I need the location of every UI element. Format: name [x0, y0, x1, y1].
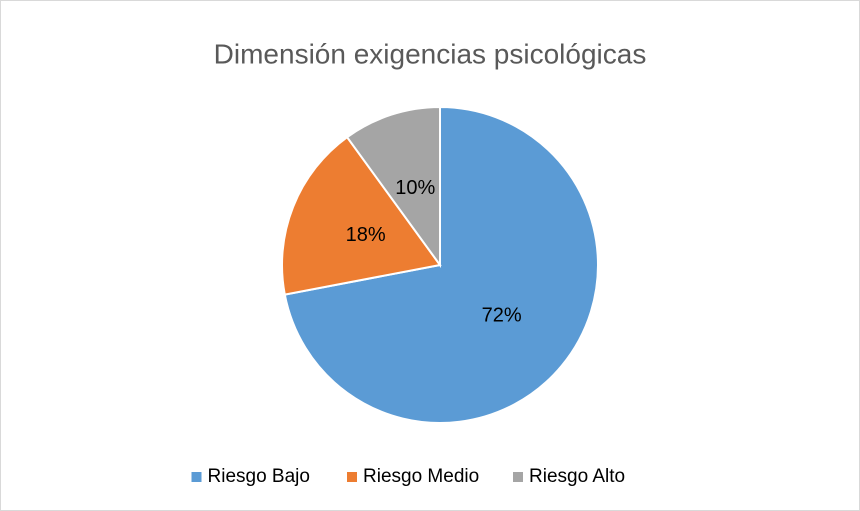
- chart-title: Dimensión exigencias psicológicas: [214, 38, 647, 69]
- pie-slice: [281, 135, 442, 296]
- pie-slice: [345, 105, 441, 269]
- data-label: 18%: [346, 224, 386, 246]
- legend-swatch: [347, 472, 357, 482]
- data-label: 72%: [482, 304, 522, 326]
- pie-slice: [283, 105, 599, 424]
- legend-label: Riesgo Alto: [529, 466, 625, 487]
- legend-swatch: [513, 472, 523, 482]
- legend-label: Riesgo Medio: [363, 466, 479, 487]
- legend-label: Riesgo Bajo: [208, 466, 310, 487]
- data-label: 10%: [395, 177, 435, 199]
- legend-swatch: [191, 472, 202, 482]
